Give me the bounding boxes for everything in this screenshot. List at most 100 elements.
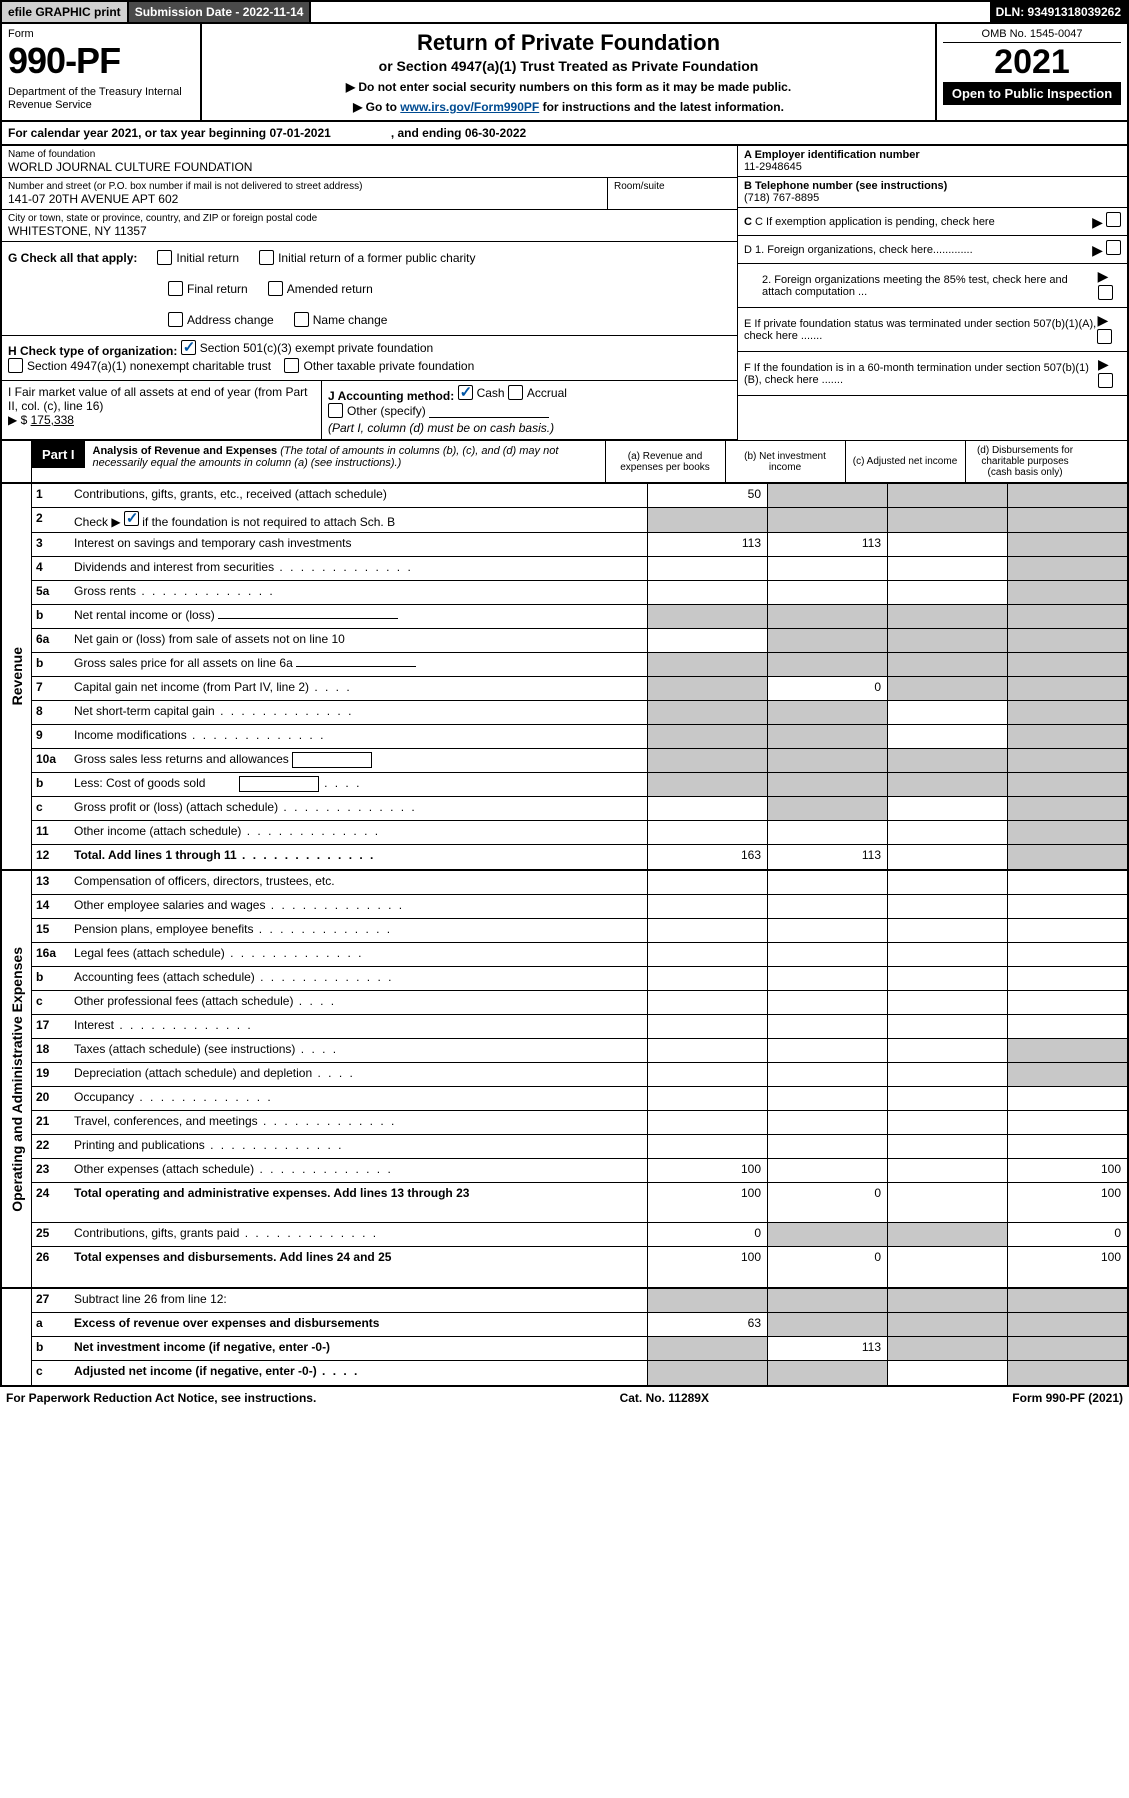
efile-print-button[interactable]: efile GRAPHIC print [2, 2, 129, 22]
form-note-2: ▶ Go to www.irs.gov/Form990PF for instru… [210, 100, 927, 114]
f-checkbox[interactable] [1098, 373, 1113, 388]
line-1: Contributions, gifts, grants, etc., rece… [70, 484, 647, 507]
accrual-checkbox[interactable] [508, 385, 523, 400]
e-label: E If private foundation status was termi… [744, 318, 1097, 342]
j-label: J Accounting method: [328, 389, 454, 403]
section-i: I Fair market value of all assets at end… [2, 381, 322, 439]
address-change-checkbox[interactable] [168, 312, 183, 327]
l25-d: 0 [1007, 1223, 1127, 1246]
opt-cash: Cash [477, 386, 505, 400]
g-label: G Check all that apply: [8, 251, 137, 265]
irs-link[interactable]: www.irs.gov/Form990PF [400, 100, 539, 114]
line-9: Income modifications [70, 725, 647, 748]
l26-b: 0 [767, 1247, 887, 1287]
note2-post: for instructions and the latest informat… [543, 100, 784, 114]
topbar: efile GRAPHIC print Submission Date - 20… [0, 0, 1129, 24]
col-b-header: (b) Net investment income [725, 441, 845, 482]
line-20: Occupancy [70, 1087, 647, 1110]
final-return-checkbox[interactable] [168, 281, 183, 296]
col-c-header: (c) Adjusted net income [845, 441, 965, 482]
f-label: F If the foundation is in a 60-month ter… [744, 362, 1098, 386]
l12-b: 113 [767, 845, 887, 869]
d1-checkbox[interactable] [1106, 240, 1121, 255]
city-label: City or town, state or province, country… [8, 213, 731, 224]
form-title: Return of Private Foundation [210, 30, 927, 56]
expenses-side-label: Operating and Administrative Expenses [2, 871, 32, 1287]
line-25: Contributions, gifts, grants paid [70, 1223, 647, 1246]
line-22: Printing and publications [70, 1135, 647, 1158]
i-label: I Fair market value of all assets at end… [8, 385, 307, 413]
submission-date: Submission Date - 2022-11-14 [129, 2, 312, 22]
address: 141-07 20TH AVENUE APT 602 [8, 192, 601, 206]
part1-label: Part I [32, 441, 85, 468]
line-6b: Gross sales price for all assets on line… [70, 653, 647, 676]
line-5b: Net rental income or (loss) [70, 605, 647, 628]
line-16a: Legal fees (attach schedule) [70, 943, 647, 966]
foundation-name-label: Name of foundation [8, 149, 731, 160]
col-d-header: (d) Disbursements for charitable purpose… [965, 441, 1085, 482]
l27b-b: 113 [767, 1337, 887, 1360]
form-subtitle: or Section 4947(a)(1) Trust Treated as P… [210, 58, 927, 74]
department: Department of the Treasury Internal Reve… [8, 86, 194, 112]
l26-d: 100 [1007, 1247, 1127, 1287]
l27a-a: 63 [647, 1313, 767, 1336]
omb-number: OMB No. 1545-0047 [943, 28, 1121, 43]
h-label: H Check type of organization: [8, 344, 177, 358]
opt-amended: Amended return [287, 282, 373, 296]
l7-b: 0 [767, 677, 887, 700]
dln: DLN: 93491318039262 [990, 2, 1127, 22]
d2-checkbox[interactable] [1098, 285, 1113, 300]
cal-begin: For calendar year 2021, or tax year begi… [8, 126, 331, 140]
line-7: Capital gain net income (from Part IV, l… [70, 677, 647, 700]
other-method-checkbox[interactable] [328, 403, 343, 418]
name-change-checkbox[interactable] [294, 312, 309, 327]
amended-return-checkbox[interactable] [268, 281, 283, 296]
501c3-checkbox[interactable] [181, 340, 196, 355]
line-10b: Less: Cost of goods sold [70, 773, 647, 796]
line-18: Taxes (attach schedule) (see instruction… [70, 1039, 647, 1062]
line-27c: Adjusted net income (if negative, enter … [70, 1361, 647, 1385]
c-checkbox[interactable] [1106, 212, 1121, 227]
line-5a: Gross rents [70, 581, 647, 604]
line-3: Interest on savings and temporary cash i… [70, 533, 647, 556]
c-label: C C If exemption application is pending,… [744, 216, 995, 228]
line-16c: Other professional fees (attach schedule… [70, 991, 647, 1014]
line-2: Check ▶ if the foundation is not require… [70, 508, 647, 532]
form-note-1: ▶ Do not enter social security numbers o… [210, 80, 927, 94]
l24-a: 100 [647, 1183, 767, 1222]
spacer [311, 2, 989, 22]
schb-checkbox[interactable] [124, 511, 139, 526]
line-27b: Net investment income (if negative, ente… [70, 1337, 647, 1360]
4947a1-checkbox[interactable] [8, 358, 23, 373]
entity-info: Name of foundation WORLD JOURNAL CULTURE… [0, 146, 1129, 440]
opt-501c3: Section 501(c)(3) exempt private foundat… [200, 341, 433, 355]
l23-d: 100 [1007, 1159, 1127, 1182]
line-6a: Net gain or (loss) from sale of assets n… [70, 629, 647, 652]
ein-label: A Employer identification number [744, 149, 920, 161]
d2-label: 2. Foreign organizations meeting the 85%… [744, 274, 1098, 298]
footer-mid: Cat. No. 11289X [620, 1391, 709, 1405]
initial-return-checkbox[interactable] [157, 250, 172, 265]
form-header: Form 990-PF Department of the Treasury I… [0, 24, 1129, 122]
e-checkbox[interactable] [1097, 329, 1112, 344]
footer-left: For Paperwork Reduction Act Notice, see … [6, 1391, 316, 1405]
section-g: G Check all that apply: Initial return I… [2, 242, 737, 336]
other-taxable-checkbox[interactable] [284, 358, 299, 373]
note2-pre: ▶ Go to [353, 100, 400, 114]
col-a-header: (a) Revenue and expenses per books [605, 441, 725, 482]
line-8: Net short-term capital gain [70, 701, 647, 724]
opt-accrual: Accrual [527, 386, 567, 400]
foundation-name: WORLD JOURNAL CULTURE FOUNDATION [8, 160, 731, 174]
l24-d: 100 [1007, 1183, 1127, 1222]
part1-header: Part I Analysis of Revenue and Expenses … [0, 440, 1129, 484]
section-j: J Accounting method: Cash Accrual Other … [322, 381, 737, 439]
line27-table: 27Subtract line 26 from line 12: aExcess… [0, 1289, 1129, 1387]
form-label: Form [8, 28, 194, 40]
room-suite-label: Room/suite [607, 178, 737, 209]
expenses-table: Operating and Administrative Expenses 13… [0, 871, 1129, 1289]
initial-return-former-checkbox[interactable] [259, 250, 274, 265]
opt-4947a1: Section 4947(a)(1) nonexempt charitable … [27, 359, 271, 373]
cash-checkbox[interactable] [458, 385, 473, 400]
opt-address-change: Address change [187, 313, 274, 327]
line-26: Total expenses and disbursements. Add li… [70, 1247, 647, 1287]
